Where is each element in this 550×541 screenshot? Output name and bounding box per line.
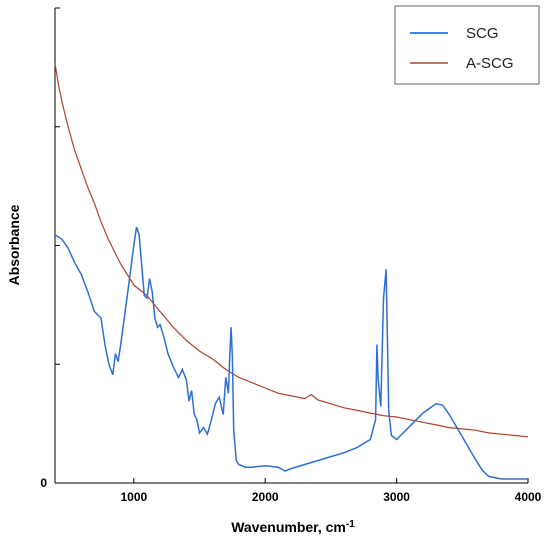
axes: [54, 7, 529, 484]
x-axis-title-superscript: -1: [346, 519, 355, 530]
y-axis-ticks: [55, 7, 60, 484]
series-line-scg: [54, 226, 528, 480]
x-axis-title: Wavenumber, cm-1: [231, 519, 355, 535]
series-layer: [54, 63, 529, 480]
legend-label-a-scg: A-SCG: [466, 55, 514, 72]
x-tick-label: 4000: [515, 490, 542, 504]
legend-label-scg: SCG: [466, 25, 499, 42]
legend: SCG A-SCG: [394, 5, 540, 85]
x-tick-label: 1000: [120, 490, 147, 504]
x-tick-label: 3000: [383, 490, 410, 504]
series-line-a-scg: [54, 63, 529, 438]
x-axis-title-text: Wavenumber, cm: [231, 519, 346, 535]
x-tick-labels: 1000 2000 3000 4000: [120, 490, 541, 504]
y-axis-title: Absorbance: [6, 204, 22, 285]
y-tick-label: 0: [40, 476, 47, 490]
legend-box: [394, 5, 540, 85]
x-tick-label: 2000: [252, 490, 279, 504]
x-axis-ticks: [133, 478, 529, 483]
